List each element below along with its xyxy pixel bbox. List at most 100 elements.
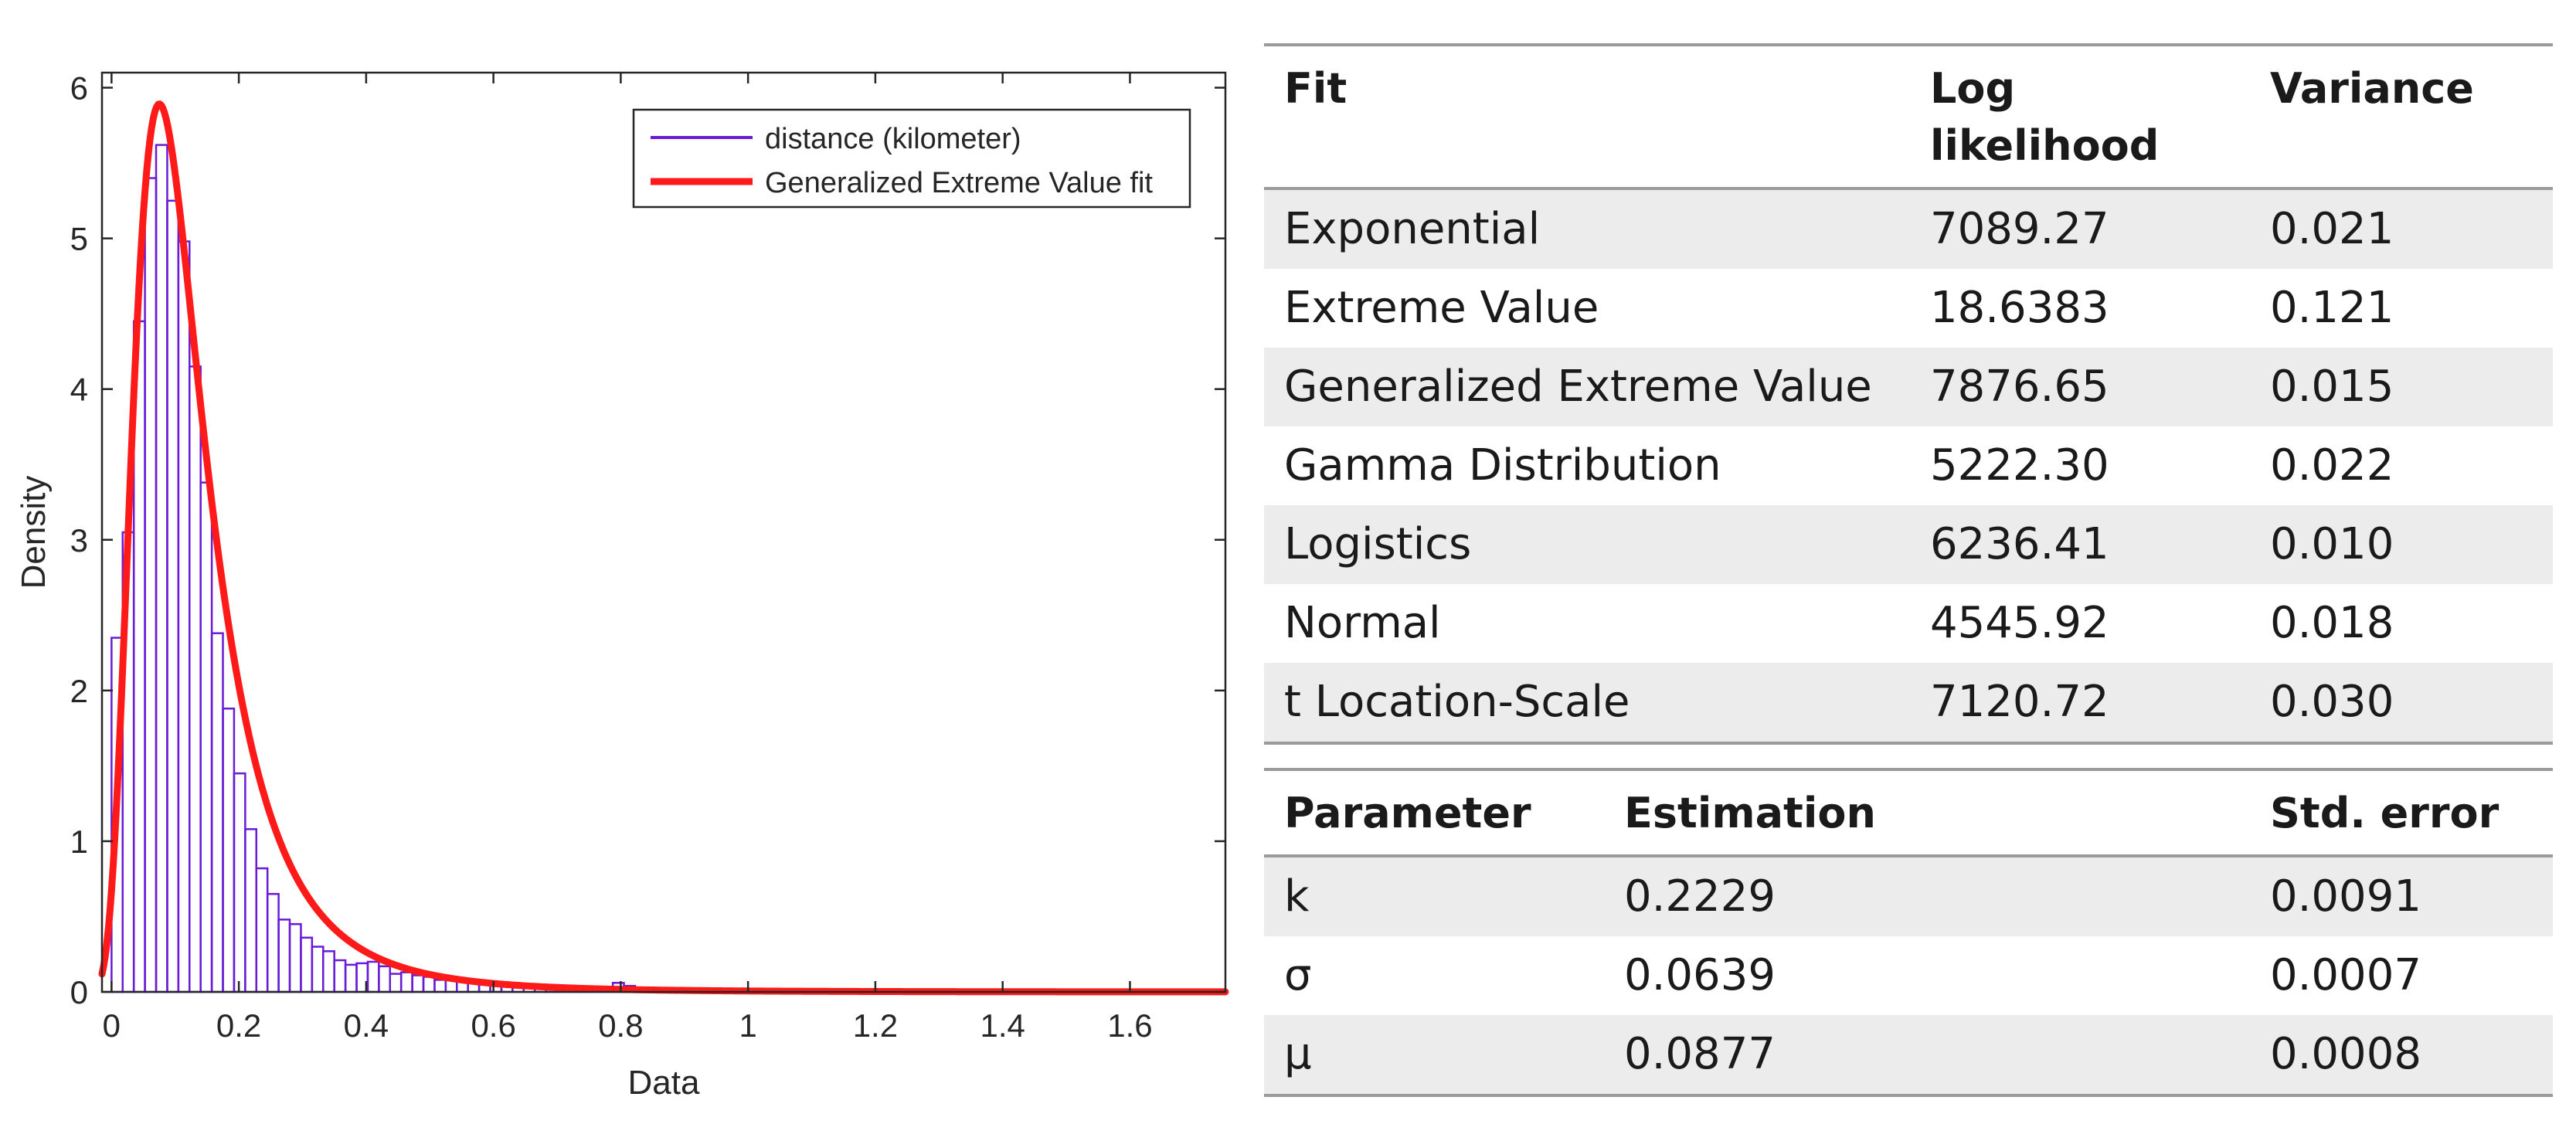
parameter-table: Parameter Estimation Std. error k 0.2229 0…: [1264, 768, 2553, 1097]
fit-name: Generalized Extreme Value: [1284, 362, 1872, 412]
estimation-value: 0.2229: [1624, 871, 1776, 922]
x-tick-label: 0.6: [471, 1007, 515, 1044]
x-tick-label: 0.2: [216, 1007, 261, 1044]
variance-value: 0.121: [2270, 283, 2394, 333]
chart-svg: 0 0.2 0.4 0.6 0.8 1 1.2 1.4 1.6 0 1 2 3 4 5 6 Data Dens…: [15, 70, 1229, 1102]
histogram-bar: [189, 365, 202, 993]
table-row: Exponential 7089.27 0.021: [1264, 188, 2553, 269]
histogram-bar: [155, 144, 168, 993]
fit-name: Logistics: [1284, 519, 1472, 569]
fit-name: Extreme Value: [1284, 283, 1599, 333]
param-table-body: k 0.2229 0.0091 σ 0.0639 0.0007 μ 0.0877 0.0008: [1264, 856, 2553, 1095]
histogram-bar: [244, 828, 258, 993]
y-tick-label: 2: [70, 673, 88, 709]
legend-label-fit: Generalized Extreme Value fit: [765, 167, 1153, 199]
histogram-bar: [255, 867, 269, 993]
log-likelihood-value: 7120.72: [1930, 677, 2109, 727]
estimation-value: 0.0639: [1624, 950, 1776, 1000]
table-row: Gamma Distribution 5222.30 0.022: [1264, 426, 2553, 505]
fit-name: t Location-Scale: [1284, 677, 1630, 727]
std-error-value: 0.0007: [2270, 950, 2421, 1000]
table-row: σ 0.0639 0.0007: [1264, 936, 2553, 1015]
header-fit: Fit: [1284, 64, 1347, 113]
histogram-bar: [366, 960, 380, 993]
variance-value: 0.030: [2270, 677, 2394, 727]
variance-value: 0.018: [2270, 598, 2394, 648]
x-tick-label: 0.8: [598, 1007, 643, 1044]
axis-ticks: 0 0.2 0.4 0.6 0.8 1 1.2 1.4 1.6 0 1 2 3 4 5 6: [70, 70, 1225, 1044]
histogram-bar: [333, 959, 347, 993]
estimation-value: 0.0877: [1624, 1029, 1776, 1079]
log-likelihood-value: 7089.27: [1930, 204, 2109, 254]
log-likelihood-value: 6236.41: [1930, 519, 2109, 569]
std-error-value: 0.0008: [2270, 1029, 2421, 1079]
histogram-bar: [266, 892, 280, 993]
x-tick-label: 1.6: [1107, 1007, 1152, 1044]
chart-legend: distance (kilometer) Generalized Extreme…: [632, 108, 1191, 209]
log-likelihood-value: 18.6383: [1930, 283, 2109, 333]
histogram-bar: [277, 919, 291, 993]
histogram-bar: [222, 707, 236, 993]
x-tick-label: 0.4: [344, 1007, 389, 1044]
histogram-bar: [210, 632, 224, 993]
log-likelihood-value: 5222.30: [1930, 440, 2109, 491]
variance-value: 0.022: [2270, 440, 2394, 491]
header-estimation: Estimation: [1624, 789, 1876, 837]
legend-box: [632, 108, 1191, 209]
variance-value: 0.015: [2270, 362, 2394, 412]
histogram-bar: [422, 976, 436, 993]
histogram-bar: [399, 971, 413, 993]
header-variance: Variance: [2270, 64, 2474, 113]
y-tick-label: 3: [70, 522, 88, 559]
histogram-chart: 0 0.2 0.4 0.6 0.8 1 1.2 1.4 1.6 0 1 2 3 4 5 6 Data Dens…: [0, 0, 1252, 1141]
fit-name: Exponential: [1284, 204, 1541, 254]
table-row: μ 0.0877 0.0008: [1264, 1015, 2553, 1095]
variance-value: 0.021: [2270, 204, 2394, 254]
variance-value: 0.010: [2270, 519, 2394, 569]
fit-name: Normal: [1284, 598, 1441, 648]
fit-table-header: Fit Log likelihood Variance: [1264, 45, 2553, 188]
histogram-bar: [288, 922, 302, 993]
y-tick-label: 0: [70, 974, 88, 1010]
legend-label-histogram: distance (kilometer): [765, 123, 1021, 155]
histogram-bar: [378, 965, 392, 993]
table-row: t Location-Scale 7120.72 0.030: [1264, 663, 2553, 743]
histogram-bar: [300, 936, 314, 993]
header-log-likelihood: Log likelihood: [1930, 64, 2160, 170]
histogram-bar: [322, 950, 335, 993]
table-row: Generalized Extreme Value 7876.65 0.015: [1264, 348, 2553, 426]
x-tick-label: 1: [739, 1007, 756, 1044]
header-parameter: Parameter: [1284, 789, 1531, 837]
fit-results-tables: Fit Log likelihood Variance Exponential 7…: [1264, 43, 2553, 1097]
histogram-bar: [233, 772, 246, 993]
parameter-name: μ: [1284, 1029, 1312, 1079]
x-tick-label: 0: [103, 1007, 121, 1044]
x-axis-label: Data: [628, 1064, 700, 1102]
histogram-bar: [177, 240, 191, 993]
y-tick-label: 4: [70, 372, 88, 408]
histogram-bar: [199, 481, 213, 993]
table-row: k 0.2229 0.0091: [1264, 856, 2553, 936]
x-tick-label: 1.2: [853, 1007, 898, 1044]
log-likelihood-value: 4545.92: [1930, 598, 2109, 648]
histogram-bar: [311, 946, 325, 993]
axes-box: [100, 71, 1227, 993]
y-axis-label: Density: [15, 476, 53, 589]
y-tick-label: 5: [70, 221, 88, 257]
table-row: Extreme Value 18.6383 0.121: [1264, 269, 2553, 348]
histogram-bar: [144, 177, 158, 993]
histogram-bar: [389, 973, 403, 993]
log-likelihood-value: 7876.65: [1930, 362, 2109, 412]
parameter-name: σ: [1284, 950, 1312, 1000]
parameter-name: k: [1284, 871, 1310, 922]
histogram-bar: [344, 963, 358, 993]
fit-name: Gamma Distribution: [1284, 440, 1721, 491]
histogram-bar: [433, 979, 447, 993]
fit-table-body: Exponential 7089.27 0.021 Extreme Value 18.6…: [1264, 188, 2553, 743]
y-tick-label: 1: [70, 823, 88, 860]
header-std-error: Std. error: [2270, 789, 2500, 837]
table-row: Logistics 6236.41 0.010: [1264, 505, 2553, 584]
histogram-bar: [411, 974, 425, 993]
std-error-value: 0.0091: [2270, 871, 2421, 922]
table-row: Normal 4545.92 0.018: [1264, 584, 2553, 663]
